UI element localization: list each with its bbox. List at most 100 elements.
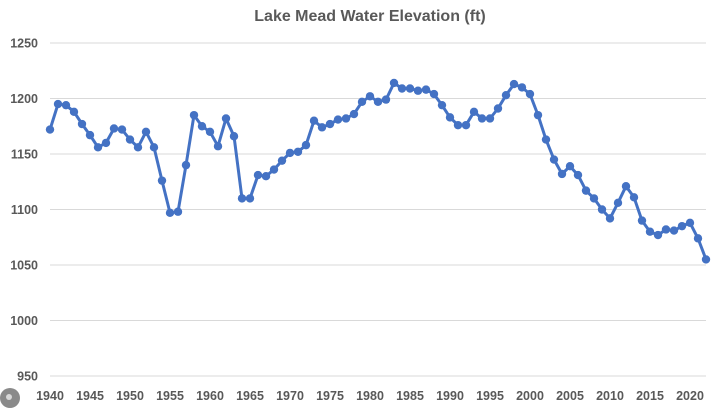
x-axis-ticks: 1940 1945 1950 1955 1960 1965 1970 1975 1980 1985… [36, 389, 704, 403]
data-point [573, 170, 583, 180]
data-point [125, 135, 135, 144]
x-tick-label: 1960 [196, 389, 224, 403]
data-point [61, 100, 71, 110]
data-point [549, 155, 559, 164]
y-tick-label: 1200 [10, 92, 38, 106]
y-tick-label: 950 [17, 370, 38, 384]
data-point [45, 125, 55, 134]
data-point [373, 97, 383, 107]
data-point [413, 86, 423, 95]
data-point [117, 125, 127, 134]
data-point [389, 78, 399, 88]
data-point [325, 119, 335, 129]
data-point [477, 114, 487, 123]
data-point [509, 79, 519, 89]
x-tick-label: 1950 [116, 389, 144, 403]
data-point [629, 193, 639, 202]
x-tick-label: 1945 [76, 389, 104, 403]
data-point [557, 169, 567, 179]
x-tick-label: 2005 [556, 389, 584, 403]
x-tick-label: 2020 [676, 389, 704, 403]
data-point [309, 116, 319, 125]
data-point [293, 147, 303, 156]
data-point [269, 165, 279, 174]
data-point [317, 123, 327, 132]
chart-title: Lake Mead Water Elevation (ft) [254, 8, 485, 25]
data-point [621, 181, 631, 191]
data-point [77, 119, 87, 129]
data-point [301, 140, 311, 150]
data-point [149, 143, 159, 152]
data-point [517, 83, 527, 92]
data-point [277, 156, 287, 165]
data-point [597, 205, 607, 214]
x-tick-label: 1965 [236, 389, 264, 403]
data-point [429, 89, 439, 99]
data-point [101, 138, 111, 148]
y-tick-label: 1100 [11, 203, 38, 217]
y-axis-ticks: 950 1000 1050 1100 1150 1200 1250 [10, 37, 38, 384]
x-tick-label: 2010 [596, 389, 624, 403]
data-point [589, 194, 599, 203]
data-point [221, 114, 231, 123]
data-point [181, 160, 191, 170]
data-point [501, 90, 511, 100]
x-tick-label: 1975 [316, 389, 344, 403]
data-point [205, 127, 215, 136]
data-point [397, 84, 407, 93]
data-point [365, 92, 375, 101]
data-point [85, 130, 95, 140]
data-point [669, 226, 679, 235]
data-point [133, 143, 143, 152]
data-point [349, 109, 359, 119]
data-point [357, 97, 367, 107]
loading-spinner-icon [0, 388, 20, 408]
x-tick-label: 1995 [476, 389, 504, 403]
data-point [165, 208, 175, 218]
data-point [685, 218, 695, 228]
data-point [69, 107, 79, 117]
data-point [405, 84, 415, 93]
data-point [53, 99, 63, 109]
data-point [533, 110, 543, 120]
y-tick-label: 1000 [10, 314, 38, 328]
data-point [653, 230, 663, 240]
data-point [157, 176, 167, 185]
series-line [48, 81, 708, 261]
x-tick-label: 1970 [276, 389, 304, 403]
data-point [693, 234, 703, 243]
data-point [341, 114, 351, 123]
x-tick-label: 1985 [396, 389, 424, 403]
data-point [469, 107, 479, 117]
x-tick-label: 2000 [516, 389, 544, 403]
x-tick-label: 1955 [156, 389, 184, 403]
gridlines [50, 42, 706, 377]
data-point [637, 216, 647, 225]
data-point [333, 115, 343, 124]
data-point [261, 172, 271, 181]
data-point [189, 110, 199, 120]
data-point [645, 227, 655, 236]
data-point [605, 214, 615, 223]
data-point [701, 255, 711, 264]
y-tick-label: 1150 [11, 148, 38, 162]
x-tick-label: 1940 [36, 389, 64, 403]
data-point [93, 143, 103, 152]
data-point [229, 132, 239, 141]
data-point [461, 120, 471, 130]
data-point [285, 148, 295, 158]
data-point [525, 89, 535, 99]
data-point [109, 124, 119, 133]
data-point [581, 186, 591, 195]
data-point [445, 113, 455, 122]
data-point [213, 142, 223, 151]
data-point [677, 221, 687, 231]
x-tick-label: 1980 [356, 389, 384, 403]
data-point [613, 198, 623, 208]
series-group [45, 78, 711, 264]
y-tick-label: 1050 [10, 259, 38, 273]
data-point [661, 225, 671, 234]
data-point [237, 194, 247, 203]
